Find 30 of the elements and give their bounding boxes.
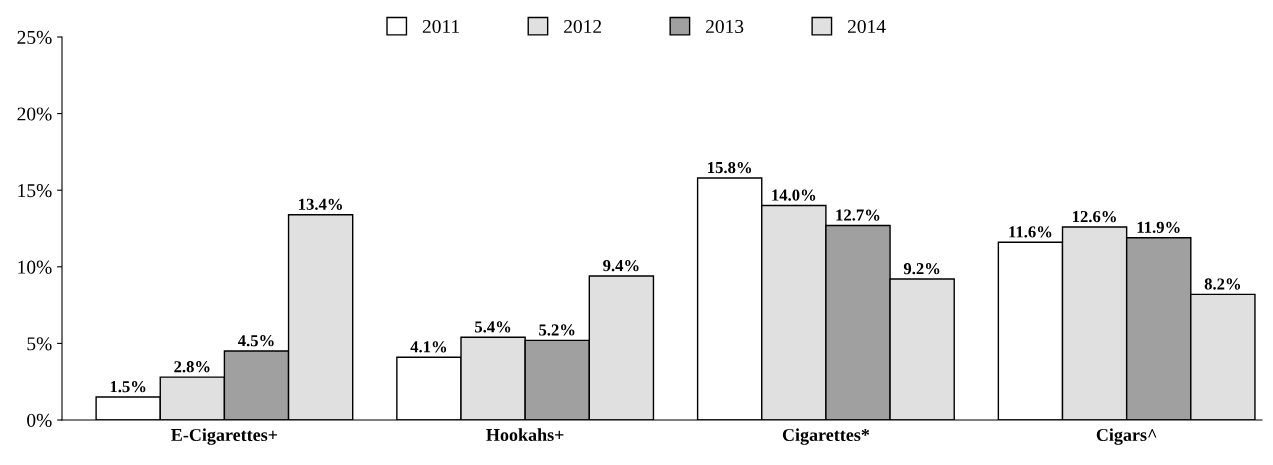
data-label: 4.1% bbox=[410, 341, 447, 353]
legend-label: 2014 bbox=[847, 19, 886, 34]
y-tick-label: 25% bbox=[17, 30, 52, 44]
data-label: 1.5% bbox=[110, 381, 146, 393]
data-label: 8.2% bbox=[1204, 278, 1241, 290]
data-label: 15.8% bbox=[708, 161, 752, 174]
y-tick-label: 20% bbox=[17, 107, 52, 121]
data-label: 5.4% bbox=[475, 321, 511, 333]
data-label: 13.4% bbox=[299, 198, 342, 211]
data-label: 12.6% bbox=[1073, 210, 1116, 223]
y-tick-label: 15% bbox=[18, 184, 52, 198]
data-label: 9.4% bbox=[603, 259, 639, 272]
y-tick-label: 5% bbox=[27, 337, 52, 351]
x-tick-label: Cigarettes* bbox=[782, 428, 870, 445]
data-label: 14.0% bbox=[772, 189, 816, 201]
data-label: 9.2% bbox=[903, 263, 940, 275]
data-label: 2.8% bbox=[174, 361, 210, 373]
data-label: 5.2% bbox=[539, 324, 575, 336]
x-tick-label: E-Cigarettes+ bbox=[171, 428, 278, 445]
legend-label: 2013 bbox=[706, 19, 744, 34]
x-tick-label: Cigars^ bbox=[1096, 428, 1157, 445]
y-tick-label: 10% bbox=[18, 260, 52, 274]
data-label: 11.6% bbox=[1009, 226, 1052, 238]
data-label: 11.9% bbox=[1137, 221, 1180, 233]
legend-label: 2012 bbox=[564, 19, 602, 34]
data-label: 12.7% bbox=[836, 209, 880, 221]
x-tick-label: Hookahs+ bbox=[486, 428, 564, 442]
y-tick-label: 0% bbox=[27, 413, 52, 427]
data-label: 4.5% bbox=[237, 335, 274, 347]
legend-label: 2011 bbox=[422, 19, 459, 34]
